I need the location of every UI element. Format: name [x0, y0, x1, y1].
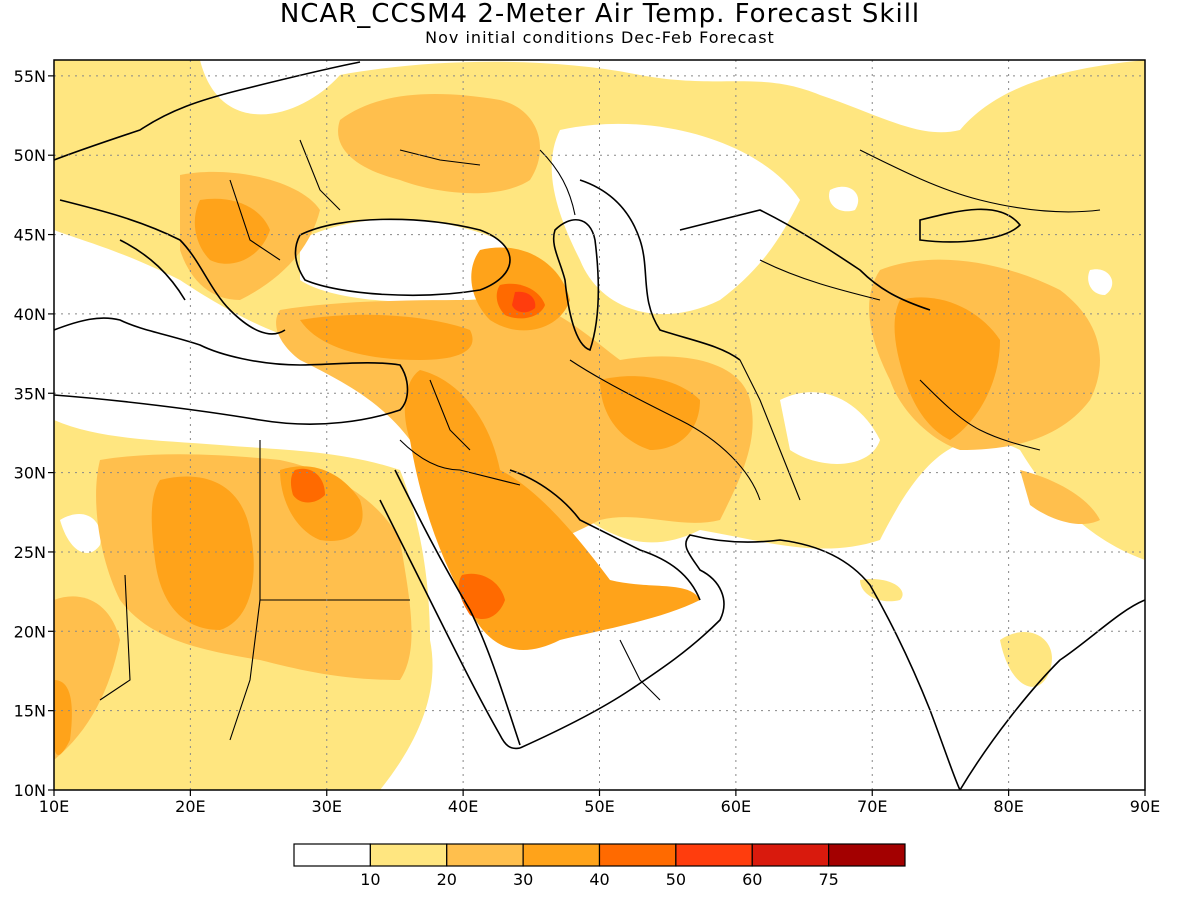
colorbar-swatch: [522, 843, 601, 867]
colorbar: 10 20 30 40 50 60 75: [293, 843, 906, 889]
colorbar-label: 10: [360, 870, 380, 889]
colorbar-label: 60: [742, 870, 762, 889]
x-tick-label: 20E: [175, 797, 205, 816]
y-tick-label: 55N: [14, 67, 46, 86]
x-tick-label: 80E: [993, 797, 1023, 816]
y-tick-label: 30N: [14, 464, 46, 483]
y-tick-label: 15N: [14, 702, 46, 721]
skill-field: [54, 60, 1145, 790]
colorbar-label: 40: [589, 870, 609, 889]
colorbar-swatch: [828, 843, 906, 867]
x-tick-label: 10E: [39, 797, 69, 816]
x-tick-label: 40E: [448, 797, 478, 816]
x-tick-label: 30E: [312, 797, 342, 816]
colorbar-swatch: [675, 843, 753, 867]
y-tick-label: 50N: [14, 146, 46, 165]
colorbar-swatch: [369, 843, 448, 867]
colorbar-swatch: [751, 843, 830, 867]
y-tick-label: 35N: [14, 384, 46, 403]
colorbar-label: 50: [666, 870, 686, 889]
colorbar-swatch: [293, 843, 371, 867]
chart-subtitle: Nov initial conditions Dec-Feb Forecast: [425, 28, 775, 47]
x-axis: 10E 20E 30E 40E 50E 60E 70E 80E 90E: [39, 790, 1160, 816]
x-tick-label: 90E: [1130, 797, 1160, 816]
colorbar-label: 20: [437, 870, 457, 889]
y-tick-label: 40N: [14, 305, 46, 324]
y-axis: 10N 15N 20N 25N 30N 35N 40N 45N 50N 55N: [14, 67, 54, 800]
colorbar-label: 75: [818, 870, 838, 889]
x-tick-label: 60E: [721, 797, 751, 816]
y-tick-label: 20N: [14, 622, 46, 641]
x-tick-label: 70E: [857, 797, 887, 816]
gridlines: [54, 60, 1145, 790]
y-tick-label: 10N: [14, 781, 46, 800]
colorbar-label: 30: [513, 870, 533, 889]
chart-title: NCAR_CCSM4 2-Meter Air Temp. Forecast Sk…: [279, 0, 921, 29]
x-tick-label: 50E: [584, 797, 614, 816]
colorbar-swatch: [598, 843, 677, 867]
y-tick-label: 25N: [14, 543, 46, 562]
country-borders: [99, 139, 1101, 741]
colorbar-swatch: [446, 843, 524, 867]
y-tick-label: 45N: [14, 226, 46, 245]
